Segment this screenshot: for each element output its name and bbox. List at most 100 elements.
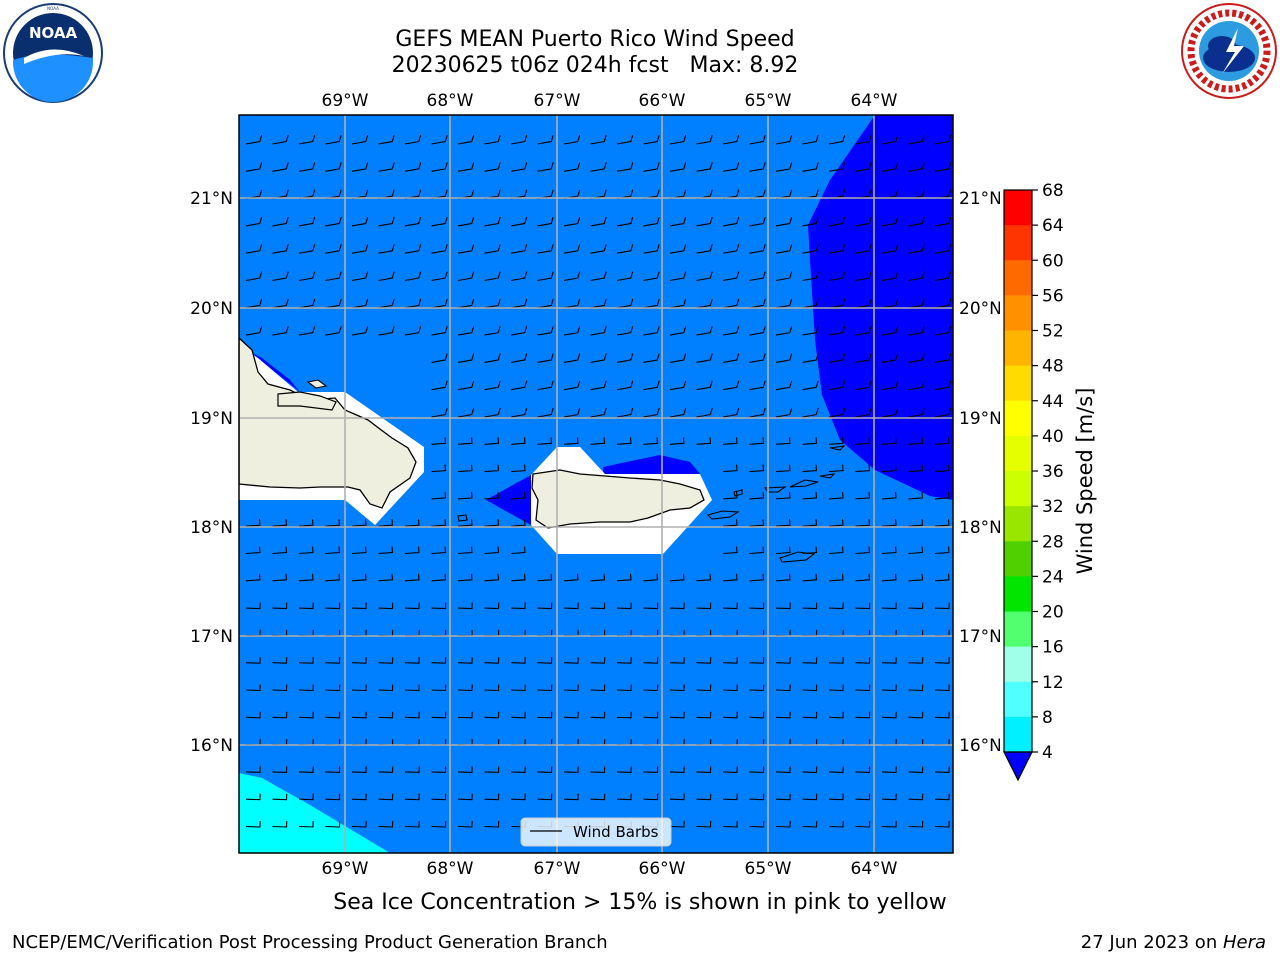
wind-barb	[431, 162, 448, 172]
wind-barb	[590, 216, 607, 227]
wind-barb	[722, 244, 740, 254]
wind-barb	[457, 519, 473, 527]
wind-barb	[828, 820, 844, 828]
wind-barb	[351, 298, 369, 309]
wind-barb	[325, 546, 341, 555]
wind-barb	[245, 134, 263, 145]
wind-barb	[722, 684, 738, 692]
wind-barb	[908, 711, 924, 719]
wind-barb	[563, 407, 581, 418]
wind-barb	[484, 134, 501, 145]
wind-barb	[351, 711, 367, 719]
colorbar-tick-label: 12	[1042, 673, 1064, 693]
wind-barb	[325, 216, 342, 227]
wind-barb	[934, 162, 952, 172]
wind-barb	[457, 793, 473, 801]
wind-barb	[272, 326, 289, 336]
wind-barb	[325, 766, 341, 773]
wind-barb	[802, 793, 818, 801]
wind-barb	[537, 573, 553, 582]
wind-barb	[775, 464, 791, 473]
wind-barb	[484, 657, 500, 664]
wind-barb	[616, 326, 634, 336]
lon-label-top: 65°W	[745, 91, 792, 111]
wind-barb	[351, 162, 369, 172]
wind-barb	[855, 407, 872, 418]
wind-barb	[881, 766, 897, 773]
wind-barb	[802, 657, 818, 664]
lat-label-left: 20°N	[190, 299, 233, 319]
wind-barb	[749, 464, 765, 473]
wind-barb	[245, 793, 261, 801]
wind-barb	[325, 244, 342, 254]
wind-barb	[404, 766, 420, 773]
chart-title-line1: GEFS MEAN Puerto Rico Wind Speed	[395, 27, 795, 52]
wind-barb	[722, 657, 738, 664]
wind-barb	[404, 244, 422, 254]
wind-barb	[590, 353, 607, 363]
wind-barb	[669, 353, 687, 363]
wind-barb	[298, 244, 316, 254]
wind-barb	[457, 820, 473, 828]
wind-barb	[484, 519, 500, 527]
wind-barb	[484, 407, 501, 418]
colorbar-tick-label: 32	[1042, 497, 1064, 517]
wind-barb	[828, 684, 844, 692]
wind-barb	[696, 326, 713, 336]
wind-barb	[510, 134, 528, 145]
wind-barb	[696, 820, 712, 828]
wind-barb	[828, 162, 846, 172]
wind-barb	[749, 134, 766, 145]
chart-title-line2: 20230625 t06z 024h fcst Max: 8.92	[391, 53, 799, 78]
wind-barb	[643, 684, 659, 692]
wind-barb	[245, 602, 261, 610]
wind-barb	[272, 602, 288, 610]
wind-barb	[431, 407, 448, 418]
wind-barb	[696, 437, 712, 445]
wind-barb	[828, 134, 846, 145]
wind-barb	[855, 134, 872, 145]
wind-barb	[457, 162, 475, 172]
wind-barb	[802, 437, 818, 445]
map-frame	[238, 114, 954, 854]
colorbar-band	[1004, 471, 1032, 507]
wind-barb	[457, 326, 475, 336]
wind-barb	[669, 216, 687, 227]
wind-barb	[881, 271, 899, 282]
wind-barb	[775, 244, 793, 254]
wind-barb	[404, 546, 420, 555]
wind-barb	[828, 244, 846, 254]
wind-barb	[404, 602, 420, 610]
wind-barb	[749, 820, 765, 828]
wind-barb	[510, 657, 526, 664]
wind-barb	[325, 271, 342, 282]
map-panel: 69°W 68°W 67°W 66°W 65°W 64°W 69°W 68°W …	[190, 91, 1002, 879]
wind-barb	[908, 491, 924, 500]
wind-barb	[457, 353, 475, 363]
wind-barb	[908, 464, 924, 473]
wind-barb	[881, 244, 899, 254]
wind-barb	[378, 820, 394, 828]
wind-barb	[563, 711, 579, 719]
wind-barb	[775, 491, 791, 500]
wind-barb	[828, 711, 844, 719]
lon-label-bottom: 69°W	[322, 859, 369, 879]
wind-barb	[457, 684, 473, 692]
wind-barb	[563, 162, 581, 172]
wind-barb	[298, 684, 314, 692]
wind-barb	[722, 519, 738, 527]
wind-barb	[934, 464, 950, 473]
wind-barb	[775, 134, 793, 145]
colorbar-tick-label: 28	[1042, 532, 1064, 552]
wind-barb	[828, 464, 844, 473]
wind-barb	[484, 602, 500, 610]
wind-barb	[908, 326, 925, 336]
wind-barb	[298, 326, 316, 336]
wind-barb	[245, 271, 263, 282]
wind-barb	[616, 711, 632, 719]
wind-barb	[484, 380, 501, 391]
wind-barb	[272, 711, 288, 719]
wind-barb	[325, 162, 342, 172]
lat-label-left: 16°N	[190, 736, 233, 756]
wind-barb	[802, 684, 818, 692]
